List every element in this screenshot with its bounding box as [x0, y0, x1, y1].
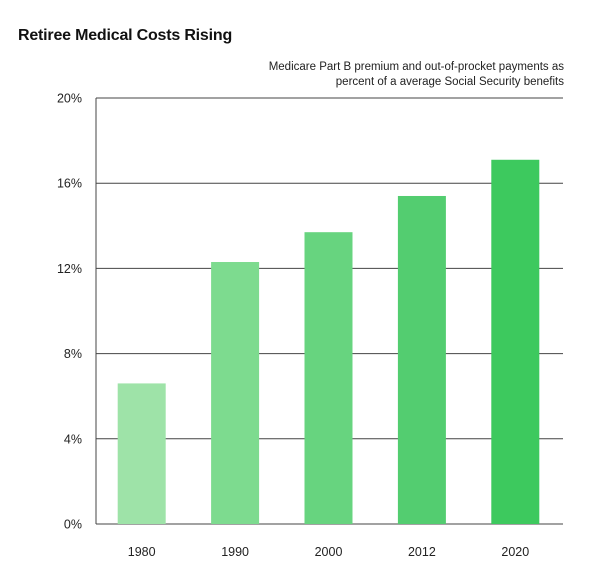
- x-tick-label: 1980: [128, 545, 156, 559]
- y-tick-label: 4%: [64, 432, 82, 446]
- x-tick-label: 2012: [408, 545, 436, 559]
- x-tick-label: 2020: [501, 545, 529, 559]
- y-tick-label: 20%: [57, 92, 82, 106]
- bar-2012: [397, 195, 446, 525]
- y-tick-label: 16%: [57, 177, 82, 191]
- x-tick-label: 1990: [221, 545, 249, 559]
- bars: [117, 159, 540, 525]
- chart-title: Retiree Medical Costs Rising: [18, 27, 233, 44]
- bar-1980: [117, 383, 166, 524]
- y-tick-label: 0%: [64, 518, 82, 532]
- bar-2020: [491, 159, 540, 524]
- subtitle-line-2: percent of a average Social Security ben…: [335, 76, 564, 88]
- y-tick-label: 12%: [57, 262, 82, 276]
- bar-1990: [211, 262, 260, 524]
- chart-subtitle: Medicare Part B premium and out-of-prock…: [224, 60, 564, 90]
- subtitle-line-1: Medicare Part B premium and out-of-prock…: [268, 61, 564, 73]
- bar-2000: [304, 232, 353, 524]
- axes: 0% 4% 8% 12% 16% 20% 1980 1990 2000 2012 2020: [57, 92, 529, 560]
- x-tick-label: 2000: [315, 545, 343, 559]
- y-tick-label: 8%: [64, 347, 82, 361]
